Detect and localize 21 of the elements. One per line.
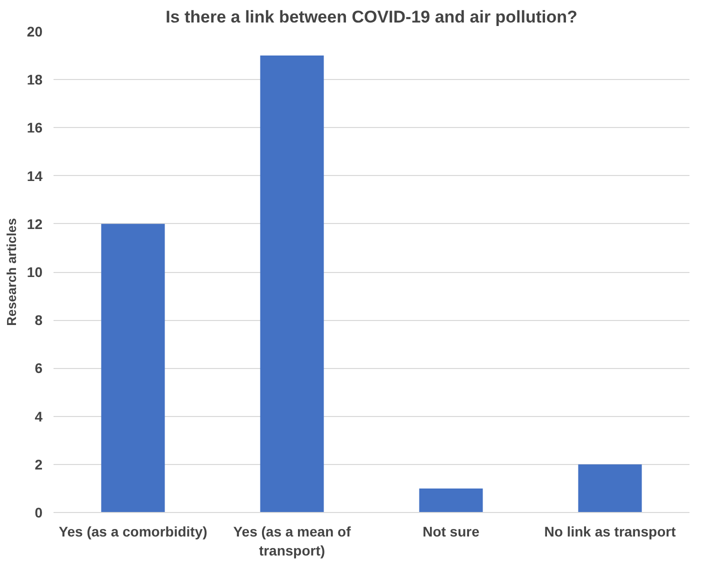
y-tick-label: 14 bbox=[26, 168, 43, 184]
y-tick-label: 16 bbox=[26, 120, 43, 136]
y-tick-label: 6 bbox=[34, 360, 43, 376]
y-tick-label: 8 bbox=[34, 312, 43, 328]
x-tick-label: Yes (as a comorbidity) bbox=[58, 524, 208, 540]
bar bbox=[260, 56, 324, 512]
y-axis-title: Research articles bbox=[4, 218, 19, 326]
y-tick-label: 4 bbox=[34, 408, 43, 424]
chart-title: Is there a link between COVID-19 and air pollution? bbox=[166, 8, 578, 26]
x-tick-label: No link as transport bbox=[544, 524, 676, 540]
y-tick-label: 12 bbox=[26, 216, 43, 232]
y-tick-label: 10 bbox=[26, 264, 43, 280]
bar bbox=[101, 224, 165, 512]
x-tick-label: Yes (as a mean of transport) bbox=[233, 524, 352, 559]
y-tick-label: 2 bbox=[34, 456, 43, 472]
bar bbox=[419, 488, 483, 512]
y-tick-label: 0 bbox=[34, 504, 43, 520]
y-tick-label: 18 bbox=[26, 72, 43, 88]
x-tick-label: Not sure bbox=[422, 524, 480, 540]
bar bbox=[578, 464, 642, 512]
y-tick-label: 20 bbox=[26, 24, 43, 40]
